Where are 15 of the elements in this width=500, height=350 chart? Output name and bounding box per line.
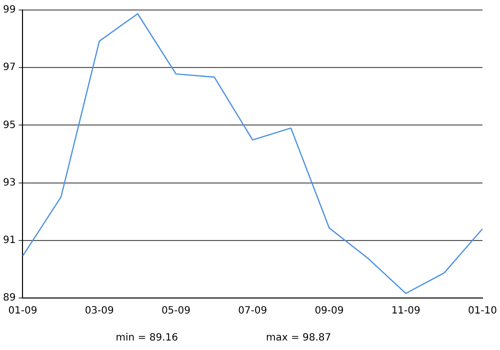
y-tick-label: 97 bbox=[2, 62, 16, 74]
y-tick-label: 95 bbox=[2, 120, 16, 131]
x-tick-label: 11-09 bbox=[391, 306, 420, 317]
y-tick-label: 93 bbox=[2, 177, 16, 188]
y-tick-label: 99 bbox=[2, 4, 16, 16]
x-tick-label: 05-09 bbox=[161, 306, 191, 317]
y-tick-label: 91 bbox=[2, 234, 16, 246]
text: min = 89.16 bbox=[116, 332, 178, 344]
text: max = 98.87 bbox=[266, 332, 332, 344]
y-tick-label: 89 bbox=[2, 292, 16, 304]
x-tick-label: 01-10 bbox=[468, 306, 497, 317]
x-tick-label: 01-09 bbox=[8, 306, 38, 317]
x-tick-label: 07-09 bbox=[238, 306, 268, 317]
x-tick-label: 03-09 bbox=[84, 306, 114, 317]
x-tick-label: 09-09 bbox=[314, 306, 344, 317]
